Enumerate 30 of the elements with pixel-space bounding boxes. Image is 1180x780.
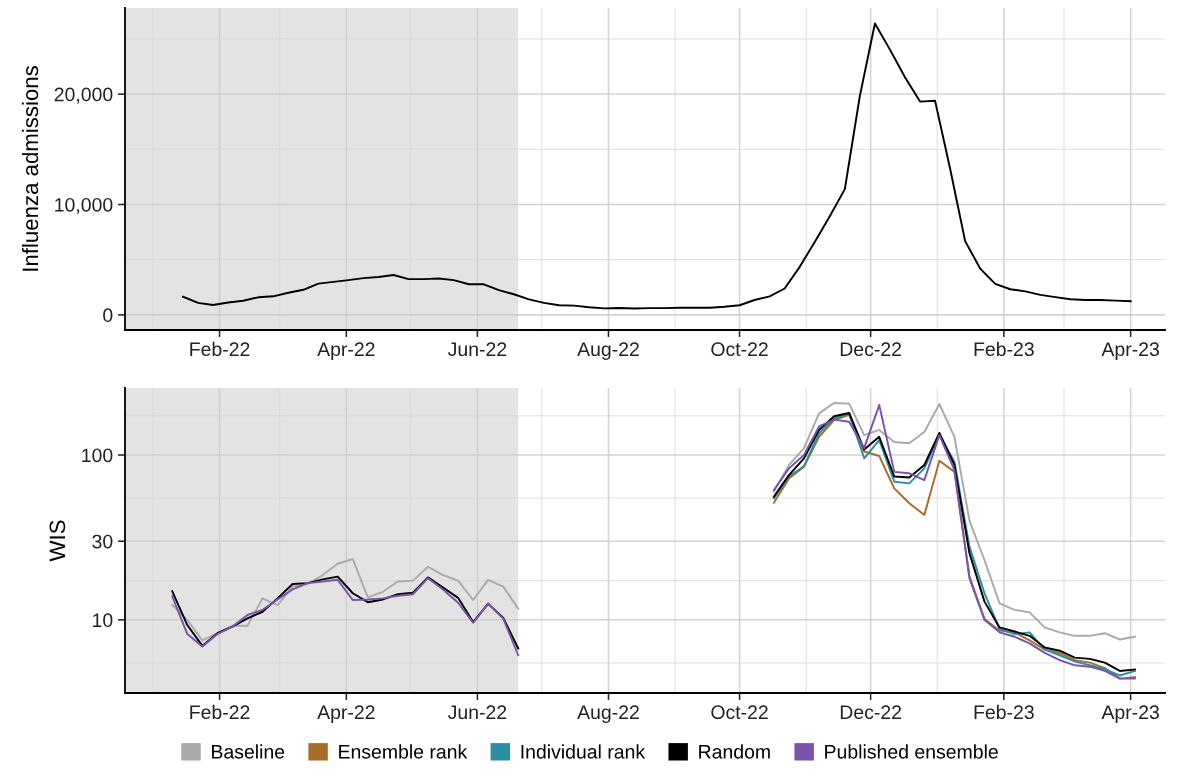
x-tick-label: Feb-22 bbox=[190, 341, 250, 357]
y-tick-label: 30 bbox=[92, 534, 113, 549]
x-tick-label: Dec-22 bbox=[840, 705, 901, 720]
legend-label: Baseline bbox=[212, 744, 285, 759]
x-tick-label: Oct-22 bbox=[711, 705, 768, 720]
y-axis-title: Influenza admissions bbox=[21, 66, 39, 271]
x-tick-label: Jun-22 bbox=[447, 342, 507, 357]
x-tick-label: Aug-22 bbox=[577, 705, 639, 723]
x-tick-label: Apr-22 bbox=[317, 342, 375, 360]
x-tick-label: Jun-22 bbox=[447, 705, 507, 720]
y-tick-label: 0 bbox=[103, 308, 113, 323]
y-tick-label: 100 bbox=[82, 448, 113, 463]
x-tick-label: Apr-23 bbox=[1101, 705, 1159, 723]
x-tick-label: Feb-23 bbox=[974, 341, 1034, 357]
legend-label: Ensemble rank bbox=[339, 744, 468, 759]
legend-label: Published ensemble bbox=[825, 744, 998, 759]
y-tick-label: 20,000 bbox=[54, 87, 113, 104]
y-tick-label: 10,000 bbox=[55, 197, 113, 215]
y-tick-label: 10 bbox=[93, 613, 113, 628]
x-tick-label: Aug-22 bbox=[577, 342, 639, 360]
legend-label: Individual rank bbox=[521, 744, 646, 759]
y-axis-title: WIS bbox=[49, 520, 66, 562]
x-tick-label: Dec-22 bbox=[840, 342, 901, 357]
x-tick-label: Apr-23 bbox=[1101, 342, 1159, 360]
legend-label: Random bbox=[699, 744, 770, 759]
x-tick-label: Apr-22 bbox=[317, 705, 375, 723]
x-tick-label: Oct-22 bbox=[711, 342, 768, 357]
line-series bbox=[182, 22, 1132, 310]
x-tick-label: Feb-23 bbox=[974, 704, 1034, 720]
x-tick-label: Feb-22 bbox=[190, 704, 250, 720]
